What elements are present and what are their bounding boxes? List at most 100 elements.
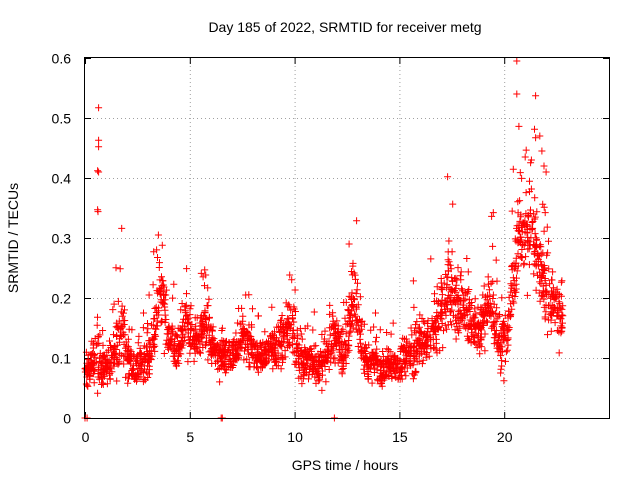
data-point (208, 352, 215, 360)
data-point (326, 310, 334, 318)
data-point (527, 185, 535, 193)
data-point (321, 363, 329, 370)
data-point (144, 325, 152, 333)
data-point (558, 305, 566, 313)
data-point (90, 379, 98, 387)
data-point (558, 277, 566, 285)
data-point (292, 361, 300, 368)
data-point (209, 323, 217, 331)
data-point (157, 319, 165, 327)
data-point (540, 303, 548, 311)
data-point (283, 326, 291, 334)
data-point (290, 305, 298, 313)
data-point (440, 279, 448, 287)
data-point (119, 328, 127, 336)
data-point (541, 209, 549, 217)
data-point (181, 307, 189, 315)
data-point (234, 319, 242, 327)
x-tick-label: 15 (392, 429, 408, 445)
data-point (100, 372, 108, 380)
data-point (94, 208, 102, 216)
data-point (543, 251, 551, 259)
data-point (118, 302, 126, 310)
data-point (443, 300, 451, 308)
data-point (339, 328, 347, 336)
data-point (448, 248, 456, 256)
data-point (390, 366, 398, 374)
data-point (534, 251, 542, 259)
data-point (308, 351, 315, 359)
plot-frame (84, 57, 610, 419)
data-point (228, 361, 236, 369)
data-point (100, 351, 108, 359)
data-point (463, 290, 471, 298)
data-point (536, 278, 544, 286)
data-point (169, 294, 177, 302)
data-point (177, 343, 185, 351)
data-point (110, 300, 118, 308)
data-point (160, 288, 168, 296)
data-point (89, 349, 97, 357)
data-point (146, 339, 154, 347)
data-point (489, 209, 497, 217)
data-point (532, 92, 540, 100)
data-point (378, 361, 385, 369)
data-point (96, 331, 104, 339)
data-point (289, 326, 297, 334)
data-point (522, 189, 530, 197)
data-point (289, 348, 297, 356)
data-point (103, 363, 111, 371)
data-point (297, 330, 305, 338)
data-point (447, 292, 455, 300)
data-point (383, 329, 391, 336)
data-point (197, 349, 204, 357)
data-point (99, 381, 107, 388)
data-point (278, 312, 286, 319)
data-point (549, 268, 557, 276)
data-point (95, 354, 103, 362)
data-point (99, 327, 107, 334)
data-point (438, 320, 446, 327)
data-point (545, 237, 552, 245)
data-point (467, 299, 475, 306)
data-point (413, 318, 421, 326)
data-point (220, 360, 228, 368)
data-point (490, 300, 498, 308)
data-point (318, 386, 326, 394)
data-point (238, 304, 246, 312)
data-point (136, 344, 144, 352)
data-point (140, 309, 147, 317)
data-point (490, 340, 498, 348)
data-point (376, 326, 384, 334)
data-point (429, 335, 437, 343)
data-point (434, 325, 441, 333)
data-point (421, 330, 429, 338)
data-point (512, 288, 520, 296)
data-point (354, 279, 361, 287)
data-point (484, 318, 491, 326)
data-point (508, 305, 516, 313)
data-point (373, 345, 381, 353)
data-point (398, 365, 406, 373)
data-point (329, 345, 337, 353)
data-point (101, 362, 109, 370)
data-point (396, 356, 404, 364)
data-point (559, 312, 567, 320)
data-point (227, 360, 235, 368)
data-point (510, 287, 518, 294)
data-point (367, 326, 375, 334)
data-point (528, 226, 536, 234)
data-point (265, 337, 272, 345)
data-point (416, 311, 424, 319)
data-point (467, 339, 475, 347)
data-point (345, 346, 353, 354)
data-point (539, 200, 547, 208)
data-point (459, 287, 466, 295)
data-point (449, 287, 456, 295)
data-point (128, 367, 136, 374)
data-point (463, 307, 471, 314)
data-point (457, 276, 465, 284)
data-point (547, 316, 555, 324)
data-point (342, 352, 350, 360)
data-point (322, 378, 330, 386)
